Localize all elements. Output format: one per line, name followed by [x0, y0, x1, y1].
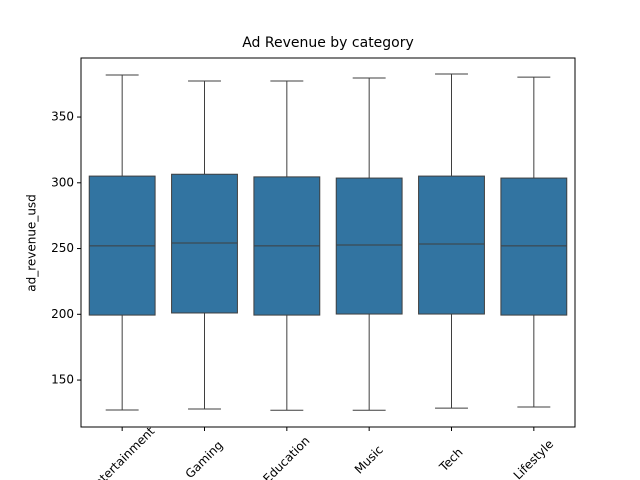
- box: [500, 177, 568, 316]
- box: [171, 173, 238, 314]
- y-tick-label: 150: [51, 373, 74, 387]
- y-tick-label: 250: [51, 241, 74, 255]
- x-tick-label: Entertainment: [86, 424, 157, 480]
- x-tick-label: Music: [352, 443, 386, 477]
- y-tick-label: 200: [51, 307, 74, 321]
- x-tick-label: Education: [260, 434, 312, 480]
- y-tick-label: 350: [51, 110, 74, 124]
- box: [335, 177, 403, 315]
- chart-title: Ad Revenue by category: [242, 35, 414, 51]
- plot-frame: [80, 57, 576, 428]
- x-tick-label: Tech: [436, 445, 466, 475]
- box: [418, 175, 485, 315]
- y-tick-label: 300: [51, 175, 74, 189]
- y-axis-label: ad_revenue_usd: [25, 194, 39, 292]
- x-tick-label: Lifestyle: [511, 437, 557, 480]
- x-tick-label: Gaming: [183, 438, 226, 480]
